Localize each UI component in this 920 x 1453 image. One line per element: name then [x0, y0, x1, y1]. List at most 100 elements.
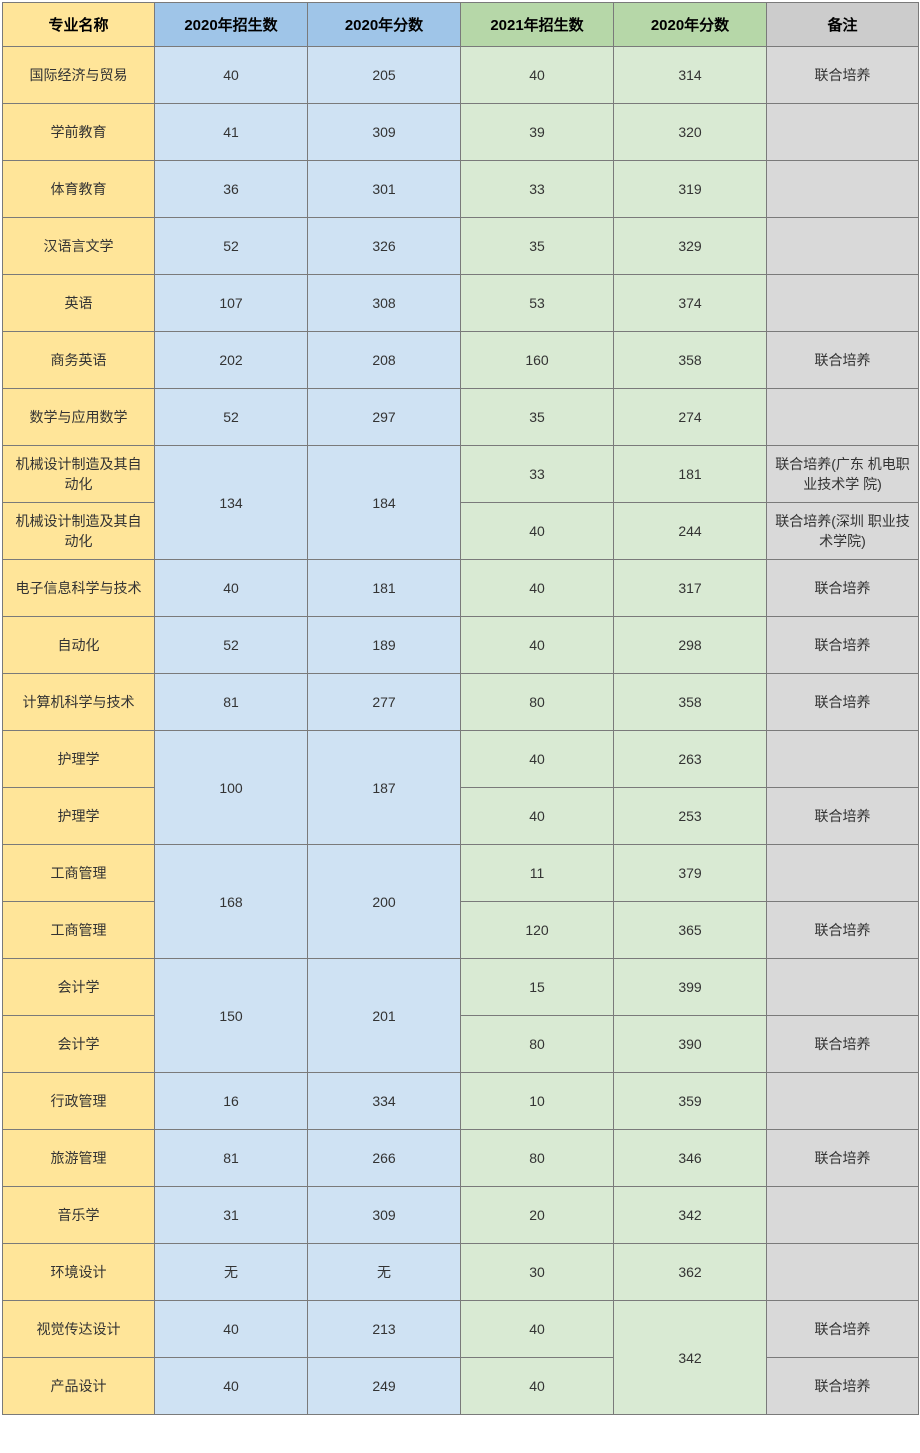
table-row: 工商管理 120 365 联合培养: [3, 902, 919, 959]
col-header-name: 专业名称: [3, 3, 155, 47]
table-row: 数学与应用数学 52 297 35 274: [3, 389, 919, 446]
cell-note: [767, 161, 919, 218]
cell-e21: 33: [461, 161, 614, 218]
cell-e21: 40: [461, 617, 614, 674]
cell-note: [767, 218, 919, 275]
cell-s20b: 298: [614, 617, 767, 674]
cell-s20b: 379: [614, 845, 767, 902]
cell-s20b: 390: [614, 1016, 767, 1073]
cell-s20b: 342: [614, 1301, 767, 1415]
table-row: 英语 107 308 53 374: [3, 275, 919, 332]
col-header-score2020: 2020年分数: [308, 3, 461, 47]
cell-e20: 202: [155, 332, 308, 389]
cell-e20: 无: [155, 1244, 308, 1301]
cell-e21: 80: [461, 1016, 614, 1073]
cell-major: 英语: [3, 275, 155, 332]
cell-major: 机械设计制造及其自动化: [3, 503, 155, 560]
cell-e21: 80: [461, 1130, 614, 1187]
cell-e20: 40: [155, 1358, 308, 1415]
cell-e21: 40: [461, 47, 614, 104]
cell-note: 联合培养: [767, 1130, 919, 1187]
cell-major: 计算机科学与技术: [3, 674, 155, 731]
cell-e21: 80: [461, 674, 614, 731]
cell-e21: 40: [461, 1358, 614, 1415]
cell-e21: 39: [461, 104, 614, 161]
cell-s20b: 181: [614, 446, 767, 503]
cell-major: 会计学: [3, 1016, 155, 1073]
cell-s20b: 362: [614, 1244, 767, 1301]
cell-major: 护理学: [3, 788, 155, 845]
cell-s20: 187: [308, 731, 461, 845]
cell-s20: 334: [308, 1073, 461, 1130]
table-row: 机械设计制造及其自动化 134 184 33 181 联合培养(广东 机电职业技…: [3, 446, 919, 503]
cell-e21: 40: [461, 503, 614, 560]
cell-major: 环境设计: [3, 1244, 155, 1301]
cell-e20: 150: [155, 959, 308, 1073]
cell-note: [767, 275, 919, 332]
cell-major: 数学与应用数学: [3, 389, 155, 446]
cell-s20: 309: [308, 1187, 461, 1244]
table-row: 视觉传达设计 40 213 40 342 联合培养: [3, 1301, 919, 1358]
cell-note: 联合培养: [767, 47, 919, 104]
cell-s20b: 329: [614, 218, 767, 275]
cell-s20: 309: [308, 104, 461, 161]
cell-s20: 201: [308, 959, 461, 1073]
table-row: 护理学 100 187 40 263: [3, 731, 919, 788]
cell-s20: 308: [308, 275, 461, 332]
col-header-enroll2020: 2020年招生数: [155, 3, 308, 47]
cell-major: 护理学: [3, 731, 155, 788]
cell-e21: 20: [461, 1187, 614, 1244]
cell-note: [767, 845, 919, 902]
cell-e20: 41: [155, 104, 308, 161]
table-row: 计算机科学与技术 81 277 80 358 联合培养: [3, 674, 919, 731]
cell-s20b: 274: [614, 389, 767, 446]
cell-note: 联合培养: [767, 902, 919, 959]
table-row: 电子信息科学与技术 40 181 40 317 联合培养: [3, 560, 919, 617]
cell-e21: 11: [461, 845, 614, 902]
cell-note: 联合培养: [767, 1301, 919, 1358]
cell-major: 工商管理: [3, 845, 155, 902]
table-row: 护理学 40 253 联合培养: [3, 788, 919, 845]
cell-note: [767, 104, 919, 161]
cell-major: 自动化: [3, 617, 155, 674]
cell-s20b: 320: [614, 104, 767, 161]
cell-e20: 168: [155, 845, 308, 959]
cell-s20b: 314: [614, 47, 767, 104]
cell-note: 联合培养: [767, 1016, 919, 1073]
cell-major: 商务英语: [3, 332, 155, 389]
table-row: 音乐学 31 309 20 342: [3, 1187, 919, 1244]
cell-s20: 301: [308, 161, 461, 218]
cell-s20b: 358: [614, 332, 767, 389]
cell-note: 联合培养: [767, 788, 919, 845]
cell-s20b: 346: [614, 1130, 767, 1187]
table-row: 自动化 52 189 40 298 联合培养: [3, 617, 919, 674]
cell-note: [767, 1187, 919, 1244]
cell-major: 国际经济与贸易: [3, 47, 155, 104]
cell-e20: 107: [155, 275, 308, 332]
cell-s20b: 399: [614, 959, 767, 1016]
cell-note: 联合培养: [767, 332, 919, 389]
cell-e20: 36: [155, 161, 308, 218]
cell-s20: 208: [308, 332, 461, 389]
cell-e20: 40: [155, 47, 308, 104]
cell-major: 汉语言文学: [3, 218, 155, 275]
cell-note: 联合培养(广东 机电职业技术学 院): [767, 446, 919, 503]
cell-e20: 52: [155, 389, 308, 446]
cell-e21: 40: [461, 1301, 614, 1358]
cell-s20b: 317: [614, 560, 767, 617]
cell-major: 工商管理: [3, 902, 155, 959]
cell-note: [767, 731, 919, 788]
cell-s20b: 319: [614, 161, 767, 218]
cell-major: 音乐学: [3, 1187, 155, 1244]
cell-e20: 134: [155, 446, 308, 560]
cell-s20: 181: [308, 560, 461, 617]
table-row: 会计学 150 201 15 399: [3, 959, 919, 1016]
cell-s20b: 358: [614, 674, 767, 731]
cell-e21: 10: [461, 1073, 614, 1130]
cell-note: [767, 1244, 919, 1301]
cell-s20b: 365: [614, 902, 767, 959]
cell-s20: 205: [308, 47, 461, 104]
cell-s20b: 359: [614, 1073, 767, 1130]
cell-e21: 40: [461, 560, 614, 617]
cell-s20b: 253: [614, 788, 767, 845]
